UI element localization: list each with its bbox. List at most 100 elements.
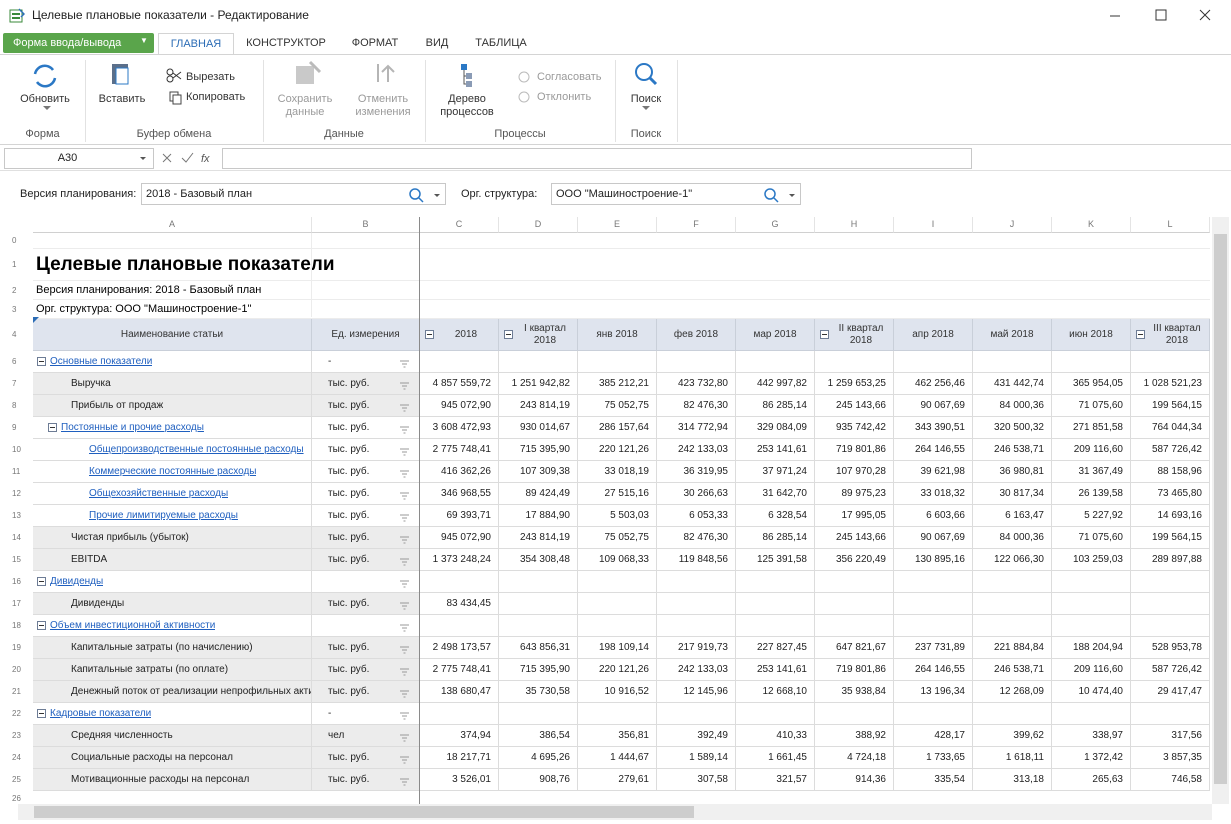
- filter-icon[interactable]: [400, 467, 410, 482]
- cell-reference: A30: [57, 152, 78, 164]
- filter-icon[interactable]: [400, 687, 410, 702]
- row-name-cell: EBITDA: [33, 549, 312, 571]
- filter-icon[interactable]: [400, 643, 410, 658]
- value-cell: [894, 703, 973, 725]
- scroll-thumb[interactable]: [34, 806, 694, 818]
- value-cell: 321,57: [736, 769, 815, 791]
- row-name[interactable]: Дивиденды: [50, 576, 104, 587]
- filter-value: 2018 - Базовый план: [146, 188, 253, 200]
- value-cell: 374,94: [420, 725, 499, 747]
- value-cell: 643 856,31: [499, 637, 578, 659]
- value-cell: [420, 703, 499, 725]
- row-name[interactable]: Объем инвестиционной активности: [50, 620, 216, 631]
- value-cell: 715 395,90: [499, 659, 578, 681]
- value-cell: 587 726,42: [1131, 659, 1210, 681]
- value-cell: 82 476,30: [657, 395, 736, 417]
- ribbon-tab[interactable]: ГЛАВНАЯ: [158, 33, 234, 55]
- name-box[interactable]: [4, 148, 154, 169]
- filter-icon[interactable]: [400, 423, 410, 438]
- row-name[interactable]: Общепроизводственные постоянные расходы: [89, 444, 304, 455]
- ribbon-small-button[interactable]: Согласовать: [537, 71, 602, 83]
- filter-icon[interactable]: [400, 357, 410, 372]
- ribbon-button[interactable]: Вставить: [98, 93, 146, 105]
- ribbon-small-button[interactable]: Копировать: [186, 91, 246, 103]
- filter-icon[interactable]: [400, 621, 410, 636]
- collapse-toggle[interactable]: [504, 330, 513, 339]
- sheet-subtitle: Орг. структура: ООО "Машиностроение-1": [36, 303, 252, 315]
- collapse-toggle[interactable]: [37, 621, 46, 630]
- value-cell: 2 775 748,41: [420, 439, 499, 461]
- ribbon-tab[interactable]: ФОРМАТ: [351, 37, 399, 49]
- ribbon-tab[interactable]: ТАБЛИЦА: [475, 37, 527, 49]
- unit: тыс. руб.: [328, 642, 370, 653]
- ribbon-button[interactable]: Дерево: [448, 93, 486, 105]
- unit-cell: чел: [312, 725, 420, 747]
- filter-icon[interactable]: [400, 401, 410, 416]
- value-cell: 83 434,45: [420, 593, 499, 615]
- row-name[interactable]: Основные показатели: [50, 356, 153, 367]
- value-cell: 75 052,75: [578, 395, 657, 417]
- ribbon-button[interactable]: Поиск: [630, 93, 662, 105]
- ribbon-button[interactable]: Сохранить: [277, 93, 333, 105]
- form-button-arrow: ▼: [140, 36, 148, 45]
- value-cell: [420, 571, 499, 593]
- ribbon-button[interactable]: Обновить: [20, 93, 70, 105]
- filter-icon[interactable]: [400, 731, 410, 746]
- ribbon-button[interactable]: изменения: [355, 106, 411, 118]
- ribbon-tab[interactable]: КОНСТРУКТОР: [246, 37, 326, 49]
- formula-input[interactable]: [222, 148, 972, 169]
- filter-combo[interactable]: ООО "Машиностроение-1": [551, 183, 801, 205]
- window-controls[interactable]: [1100, 0, 1231, 32]
- row-name[interactable]: Прочие лимитируемые расходы: [89, 510, 238, 521]
- filter-icon[interactable]: [400, 555, 410, 570]
- filter-icon[interactable]: [400, 379, 410, 394]
- value-cell: 71 075,60: [1052, 395, 1131, 417]
- row-name[interactable]: Кадровые показатели: [50, 708, 152, 719]
- collapse-toggle[interactable]: [1136, 330, 1145, 339]
- filter-icon[interactable]: [400, 533, 410, 548]
- collapse-toggle[interactable]: [37, 577, 46, 586]
- filter-combo[interactable]: 2018 - Базовый план: [141, 183, 446, 205]
- value-cell: [894, 615, 973, 637]
- ribbon-separator: [425, 60, 426, 142]
- collapse-toggle[interactable]: [425, 330, 434, 339]
- filter-icon[interactable]: [400, 753, 410, 768]
- value-cell: 3 608 472,93: [420, 417, 499, 439]
- row-name[interactable]: Коммерческие постоянные расходы: [89, 466, 257, 477]
- filter-icon[interactable]: [400, 489, 410, 504]
- scroll-thumb[interactable]: [1214, 234, 1227, 784]
- row-line: [33, 280, 1210, 281]
- row-name-cell: Прочие лимитируемые расходы: [33, 505, 312, 527]
- filter-icon[interactable]: [400, 511, 410, 526]
- collapse-toggle[interactable]: [37, 709, 46, 718]
- form-button[interactable]: Форма ввода/вывода: [3, 33, 154, 53]
- value-cell: 253 141,61: [736, 659, 815, 681]
- row-number: 11: [12, 467, 21, 476]
- filter-icon[interactable]: [400, 709, 410, 724]
- row-name: Прибыль от продаж: [71, 400, 164, 411]
- ribbon-tab[interactable]: ВИД: [425, 37, 449, 49]
- collapse-toggle[interactable]: [37, 357, 46, 366]
- ribbon-button[interactable]: процессов: [440, 106, 494, 118]
- filter-icon[interactable]: [400, 665, 410, 680]
- unit: тыс. руб.: [328, 686, 370, 697]
- filter-icon[interactable]: [400, 775, 410, 790]
- collapse-toggle[interactable]: [48, 423, 57, 432]
- filter-icon[interactable]: [400, 445, 410, 460]
- ribbon-small-button[interactable]: Отклонить: [537, 91, 592, 103]
- ribbon-button[interactable]: данные: [285, 106, 325, 118]
- row-name-cell: Социальные расходы на персонал: [33, 747, 312, 769]
- ribbon-small-button[interactable]: Вырезать: [186, 71, 235, 83]
- filter-icon[interactable]: [400, 599, 410, 614]
- value-cell: 12 268,09: [973, 681, 1052, 703]
- column-header: H: [815, 217, 894, 233]
- filter-icon[interactable]: [400, 577, 410, 592]
- ribbon-button[interactable]: Отменить: [357, 93, 409, 105]
- collapse-toggle[interactable]: [820, 330, 829, 339]
- value-cell: 356,81: [578, 725, 657, 747]
- value-cell: [657, 593, 736, 615]
- filter-label: Орг. структура:: [461, 188, 538, 200]
- row-name[interactable]: Общехозяйственные расходы: [89, 488, 229, 499]
- unit-cell: тыс. руб.: [312, 527, 420, 549]
- row-name[interactable]: Постоянные и прочие расходы: [61, 422, 204, 433]
